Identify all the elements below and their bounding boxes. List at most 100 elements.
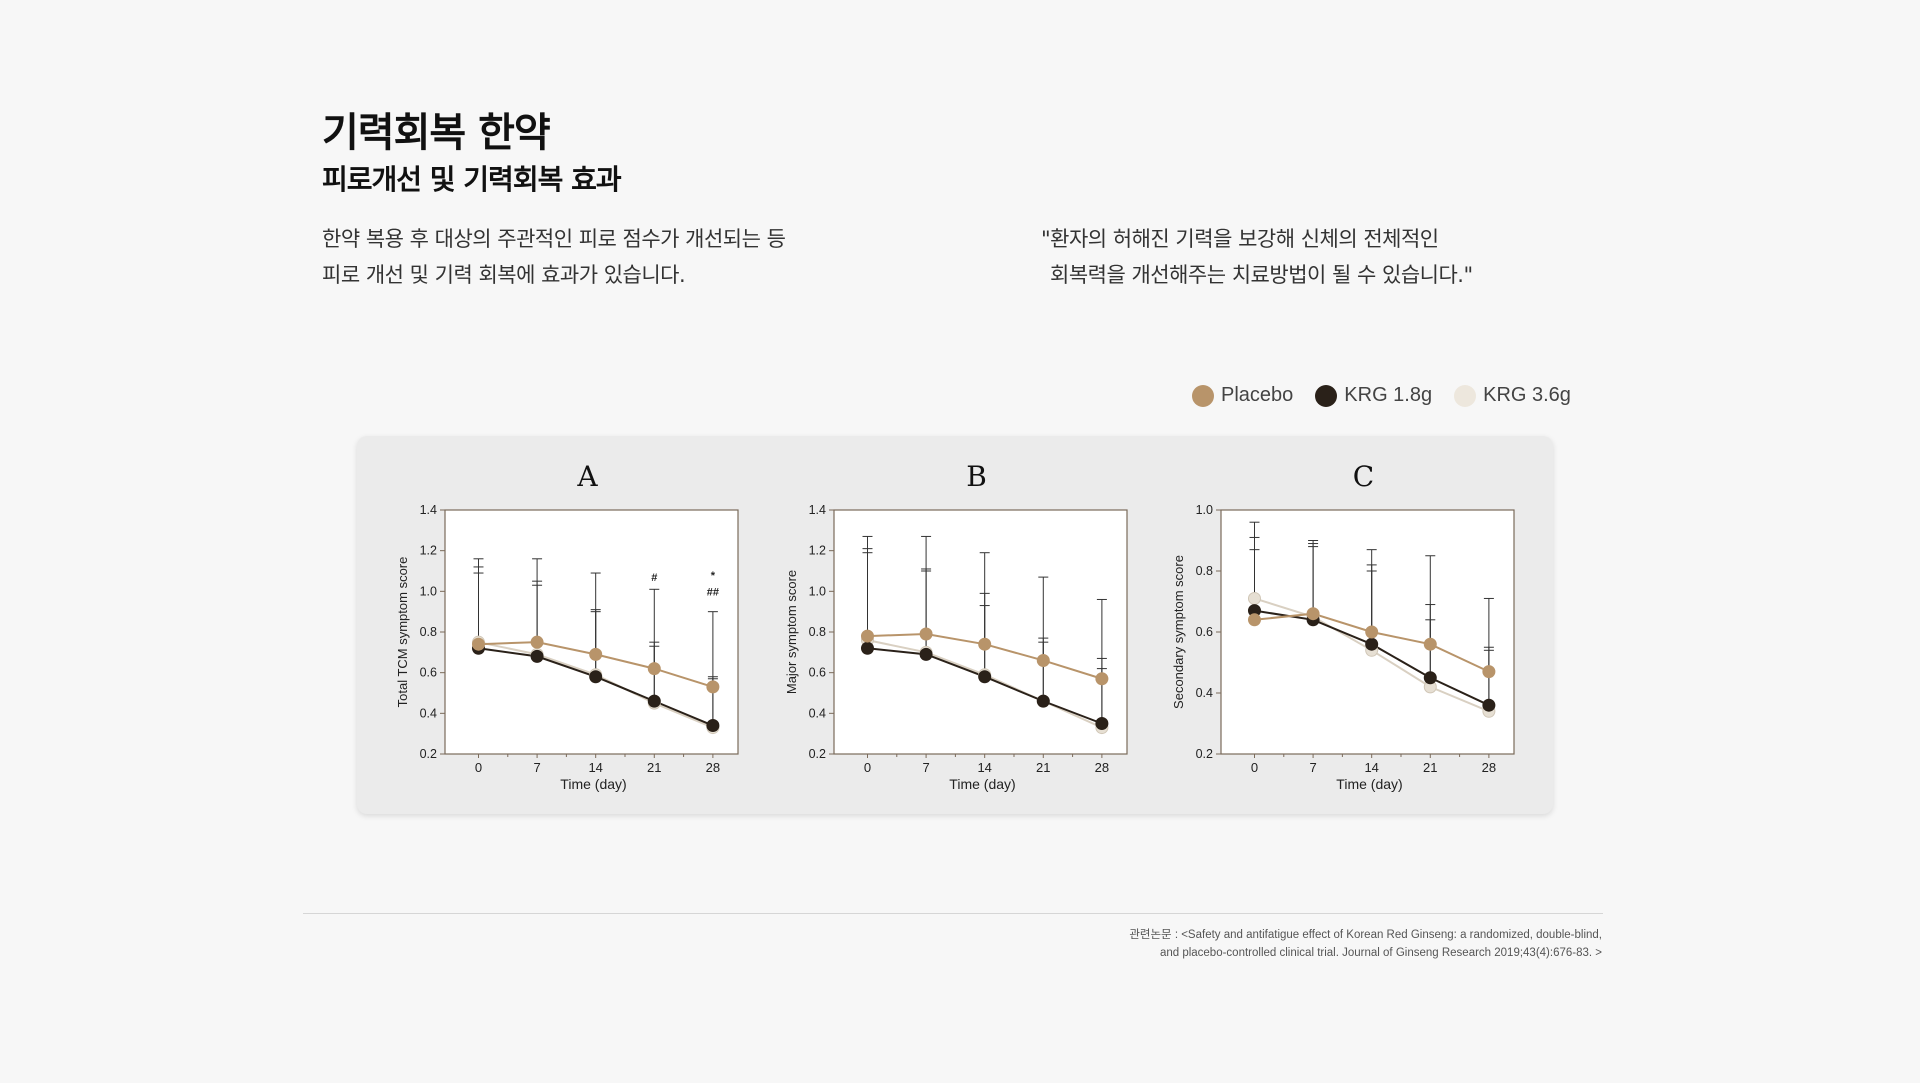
data-point (919, 627, 933, 641)
x-tick-label: 7 (922, 760, 929, 775)
plot-area (444, 509, 739, 755)
legend-label-krg36: KRG 3.6g (1483, 384, 1571, 406)
x-axis-label: Time (day) (560, 776, 626, 792)
legend-label-placebo: Placebo (1221, 384, 1294, 406)
x-tick-label: 21 (647, 760, 661, 775)
y-tick-label: 0.6 (420, 666, 437, 680)
y-tick-label: 1.2 (809, 544, 826, 558)
significance-marker: * (711, 570, 716, 582)
data-point (1423, 671, 1437, 685)
description-left-line2: 피로 개선 및 기력 회복에 효과가 있습니다. (322, 263, 686, 287)
data-point (978, 637, 992, 651)
y-tick-label: 0.4 (1196, 686, 1213, 700)
data-point (919, 647, 933, 661)
y-tick-label: 1.2 (420, 544, 437, 558)
data-point (1423, 637, 1437, 651)
data-point (978, 670, 992, 684)
chart-b: B 0.2 0.4 0.6 0.8 1.0 1.2 1.4 0 7 14 21 28 Time (day)… (784, 460, 1128, 792)
data-point (530, 635, 544, 649)
reference-line2: and placebo-controlled clinical trial. J… (1159, 947, 1602, 959)
y-tick-label: 0.6 (809, 666, 826, 680)
x-tick-label: 0 (1251, 760, 1258, 775)
chart-c: C 0.2 0.4 0.6 0.8 1.0 0 7 14 21 28 Time (day) Second… (1171, 460, 1515, 792)
y-tick-label: 0.6 (1196, 625, 1213, 639)
data-point (1095, 717, 1109, 730)
data-point (1482, 665, 1496, 679)
data-point (471, 637, 485, 651)
data-point (647, 694, 661, 708)
description-left: 한약 복용 후 대상의 주관적인 피로 점수가 개선되는 등 피로 개선 및 기… (322, 221, 786, 293)
data-point (1247, 613, 1261, 627)
divider (303, 913, 1603, 914)
x-tick-label: 7 (533, 760, 540, 775)
y-axis-label: Total TCM symptom score (395, 557, 410, 708)
chart-title: A (576, 460, 598, 493)
quote-right: "환자의 허해진 기력을 보강해 신체의 전체적인 회복력을 개선해주는 치료방… (1041, 221, 1473, 293)
x-tick-label: 21 (1423, 760, 1437, 775)
y-tick-label: 0.4 (809, 706, 826, 720)
y-tick-label: 1.0 (1196, 503, 1213, 517)
data-point (860, 641, 874, 655)
x-tick-label: 14 (1364, 760, 1378, 775)
y-tick-label: 0.4 (420, 706, 437, 720)
legend-item-krg36: KRG 3.6g (1454, 384, 1571, 407)
y-tick-label: 1.4 (809, 503, 826, 517)
x-tick-label: 21 (1036, 760, 1050, 775)
y-tick-label: 1.0 (420, 584, 437, 598)
legend-marker-krg18 (1315, 384, 1338, 407)
data-point (860, 629, 874, 643)
y-tick-label: 1.4 (420, 503, 437, 517)
y-tick-label: 0.8 (420, 625, 437, 639)
data-point (530, 649, 544, 663)
chart-title: C (1353, 460, 1374, 493)
data-point (589, 647, 603, 661)
data-point (1365, 625, 1379, 639)
data-point (1365, 637, 1379, 651)
chart-panel: A 0.2 0.4 0.6 0.8 1.0 1.2 1.4 0 7 14 21 28 Time (day)… (357, 436, 1553, 814)
legend-item-krg18: KRG 1.8g (1315, 384, 1432, 407)
y-axis-label: Major symptom score (784, 570, 799, 694)
y-tick-label: 0.8 (809, 625, 826, 639)
legend-marker-placebo (1192, 384, 1214, 407)
chart-title: B (966, 460, 987, 493)
page-title: 기력회복 한약 (322, 110, 551, 156)
x-tick-label: 28 (706, 760, 720, 775)
data-point (1482, 698, 1496, 712)
page-subtitle: 피로개선 및 기력회복 효과 (322, 163, 622, 196)
data-point (1095, 672, 1109, 686)
x-axis-label: Time (day) (949, 776, 1015, 792)
chart-a: A 0.2 0.4 0.6 0.8 1.0 1.2 1.4 0 7 14 21 28 Time (day)… (395, 460, 739, 792)
data-point (647, 662, 661, 676)
reference-citation: 관련논문 : <Safety and antifatigue effect of… (1129, 926, 1602, 962)
y-tick-label: 0.8 (1196, 564, 1213, 578)
y-tick-label: 0.2 (809, 747, 826, 761)
legend-label-krg18: KRG 1.8g (1344, 384, 1433, 406)
data-point (1036, 694, 1050, 708)
significance-marker: # (651, 572, 657, 584)
y-tick-label: 0.2 (1196, 747, 1213, 761)
x-tick-label: 28 (1095, 760, 1109, 775)
significance-marker: ## (707, 586, 719, 598)
plot-area (833, 509, 1128, 755)
data-point (1036, 653, 1050, 667)
x-tick-label: 0 (864, 760, 871, 775)
charts-svg: A 0.2 0.4 0.6 0.8 1.0 1.2 1.4 0 7 14 21 28 Time (day)… (395, 460, 1515, 792)
data-point (706, 719, 720, 733)
y-tick-label: 1.0 (809, 584, 826, 598)
description-left-line1: 한약 복용 후 대상의 주관적인 피로 점수가 개선되는 등 (322, 227, 786, 251)
x-tick-label: 0 (475, 760, 482, 775)
quote-line2: 회복력을 개선해주는 치료방법이 될 수 있습니다." (1050, 263, 1473, 287)
data-point (1247, 591, 1261, 605)
legend-item-placebo: Placebo (1192, 384, 1293, 407)
y-tick-label: 0.2 (420, 747, 437, 761)
x-tick-label: 14 (977, 760, 991, 775)
x-axis-label: Time (day) (1336, 776, 1402, 792)
x-tick-label: 7 (1309, 760, 1316, 775)
x-tick-label: 14 (588, 760, 602, 775)
data-point (589, 670, 603, 684)
reference-line1: 관련논문 : <Safety and antifatigue effect of… (1129, 929, 1602, 941)
data-point (706, 680, 720, 694)
data-point (1306, 607, 1320, 621)
legend-marker-krg36 (1454, 384, 1477, 407)
x-tick-label: 28 (1482, 760, 1496, 775)
